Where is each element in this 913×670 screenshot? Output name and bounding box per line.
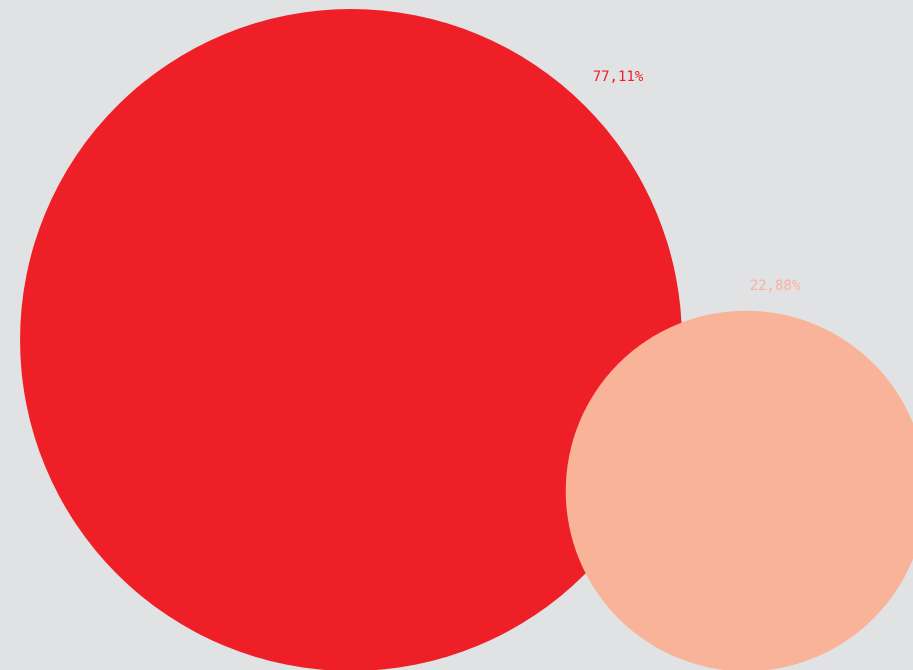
value-label: 22,88%	[750, 278, 801, 294]
bubble	[20, 9, 682, 670]
bubble	[565, 310, 913, 670]
value-label: 77,11%	[593, 69, 644, 85]
